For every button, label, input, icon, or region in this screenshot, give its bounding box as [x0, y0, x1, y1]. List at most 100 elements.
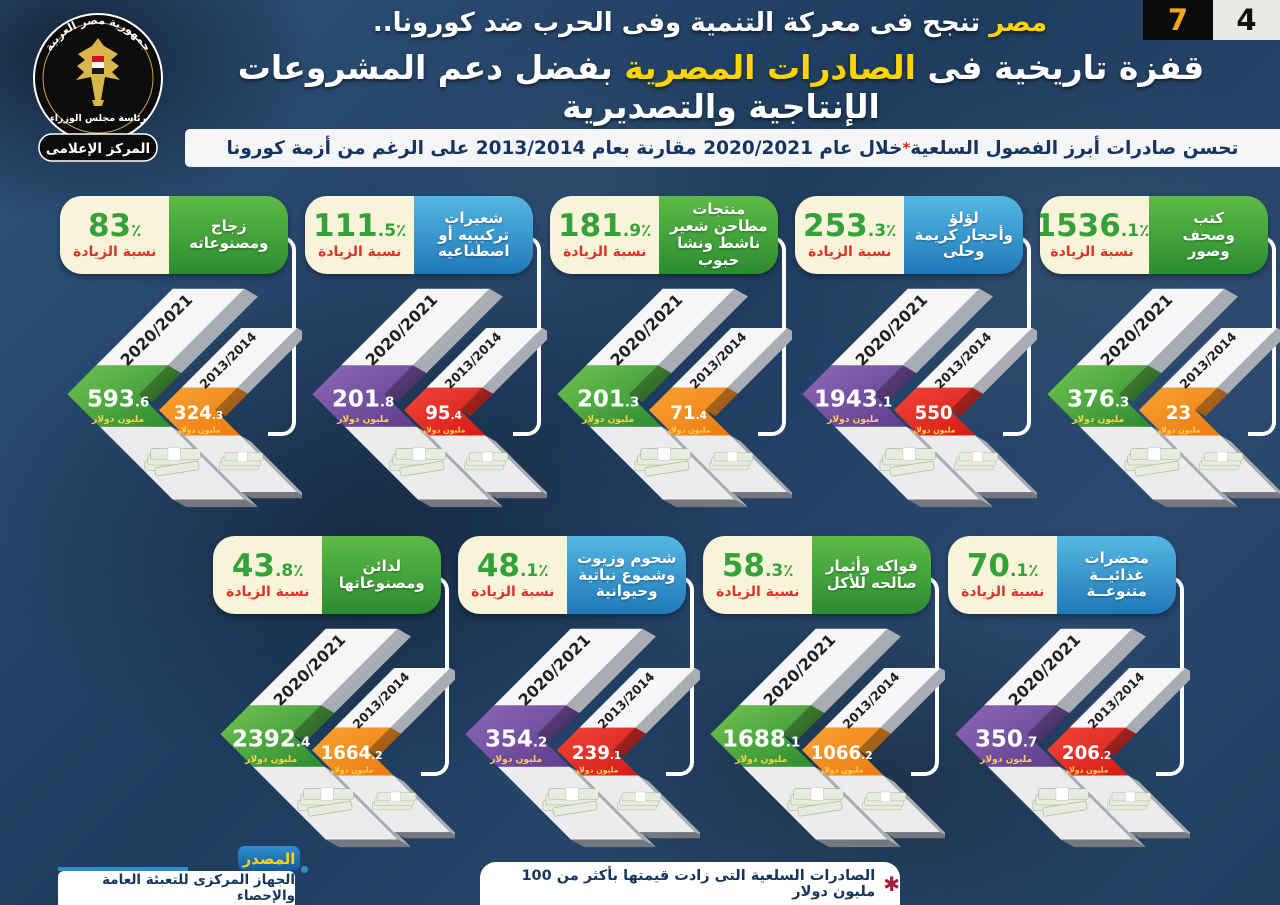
item-percent-value: 181.9٪ — [558, 207, 652, 244]
export-item: لؤلؤ وأحجار كريمة وحلى 253.3٪ نسبة الزيا… — [790, 196, 1037, 544]
value-year-new: 1688.1 — [722, 727, 800, 753]
unit-year-old: مليون دولار — [574, 765, 619, 774]
item-badge: لدائن ومصنوعاتها 43.8٪ نسبة الزيادة — [213, 536, 441, 614]
subtitle-bar: تحسن صادرات أبرز الفصول السلعية * خلال عا… — [185, 129, 1280, 167]
arrow-year-old — [312, 667, 455, 839]
value-year-old: 1664.2 — [321, 743, 383, 764]
headline-line1: مصر تنجح فى معركة التنمية وفى الحرب ضد ك… — [260, 8, 1160, 38]
value-year-new: 1943.1 — [814, 387, 892, 413]
arrow-year-new — [220, 628, 411, 848]
export-item: كتب وصحف وصور 1536.1٪ نسبة الزيادة — [1035, 196, 1280, 544]
value-year-new: 201.3 — [577, 387, 639, 413]
item-badge: فواكه وأثمار صالحه للأكل 58.3٪ نسبة الزي… — [703, 536, 931, 614]
value-year-new: 376.3 — [1067, 387, 1129, 413]
unit-year-old: مليون دولار — [666, 425, 711, 434]
item-percent-caption: نسبة الزيادة — [318, 243, 402, 260]
item-percent-panel: 48.1٪ نسبة الزيادة — [458, 536, 568, 614]
item-badge: شحوم وزيوت وشموع نباتية وحيوانية 48.1٪ ن… — [458, 536, 686, 614]
money-stack-icon — [372, 791, 417, 811]
item-arrow-chart: 2020/2021 2013/2014 376.3 مليون دولار 23… — [1047, 288, 1280, 508]
item-badge: زجاج ومصنوعاته 83٪ نسبة الزيادة — [60, 196, 288, 274]
item-arrow-chart: 2020/2021 2013/2014 201.8 مليون دولار 95… — [312, 288, 547, 508]
arrow-year-old — [649, 327, 792, 499]
logo-banner-text: المركز الإعلامى — [46, 141, 150, 157]
money-stack-icon — [389, 447, 446, 477]
item-badge: كتب وصحف وصور 1536.1٪ نسبة الزيادة — [1040, 196, 1268, 274]
item-percent-panel: 58.3٪ نسبة الزيادة — [703, 536, 813, 614]
value-year-new: 201.8 — [332, 387, 394, 413]
value-year-old: 206.2 — [1062, 743, 1111, 764]
page-number-left: 7 — [1143, 0, 1213, 40]
source-tab: المصدر — [238, 846, 300, 871]
export-item: محضرات غذائيــة متنوعــة 70.1٪ نسبة الزي… — [943, 536, 1190, 884]
export-item: شحوم وزيوت وشموع نباتية وحيوانية 48.1٪ ن… — [453, 536, 700, 884]
headline-line2-pre: قفزة تاريخية فى — [915, 48, 1205, 87]
item-arrow-chart: 2020/2021 2013/2014 593.6 مليون دولار 32… — [67, 288, 302, 508]
logo-bottom-text: رئاسة مجلس الوزراء — [50, 113, 146, 124]
item-arrow-chart: 2020/2021 2013/2014 354.2 مليون دولار 23… — [465, 628, 700, 848]
money-stack-icon — [709, 451, 754, 471]
value-year-old: 71.4 — [670, 403, 707, 424]
item-category-label: شحوم وزيوت وشموع نباتية وحيوانية — [567, 536, 686, 614]
item-percent-value: 48.1٪ — [476, 547, 549, 584]
page-number-right: 4 — [1213, 0, 1280, 40]
item-category-label: زجاج ومصنوعاته — [169, 196, 288, 274]
value-year-old: 1066.2 — [811, 743, 873, 764]
item-percent-caption: نسبة الزيادة — [808, 243, 892, 260]
item-arrow-chart: 2020/2021 2013/2014 201.3 مليون دولار 71… — [557, 288, 792, 508]
export-item: زجاج ومصنوعاته 83٪ نسبة الزيادة — [55, 196, 302, 544]
value-year-old: 95.4 — [425, 403, 462, 424]
export-item: فواكه وأثمار صالحه للأكل 58.3٪ نسبة الزي… — [698, 536, 945, 884]
arrow-year-old — [404, 327, 547, 499]
unit-year-new: مليون دولار — [1071, 415, 1124, 425]
item-percent-caption: نسبة الزيادة — [961, 583, 1045, 600]
arrow-year-new — [710, 628, 901, 848]
item-percent-value: 1536.1٪ — [1040, 207, 1150, 244]
item-category-label: لدائن ومصنوعاتها — [322, 536, 441, 614]
source-text: الجهاز المركزى للتعبئة العامة والإحصاء — [58, 871, 295, 905]
source-dot — [301, 866, 308, 873]
chart-row-top: كتب وصحف وصور 1536.1٪ نسبة الزيادة — [0, 196, 1280, 544]
unit-year-new: مليون دولار — [489, 755, 542, 765]
arrow-year-old — [1139, 327, 1280, 499]
unit-year-old: مليون دولار — [421, 425, 466, 434]
item-percent-panel: 70.1٪ نسبة الزيادة — [948, 536, 1058, 614]
unit-year-old: مليون دولار — [1064, 765, 1109, 774]
subtitle-asterisk: * — [902, 139, 911, 157]
export-item: لدائن ومصنوعاتها 43.8٪ نسبة الزيادة — [208, 536, 455, 884]
subtitle-post: خلال عام 2020/2021 مقارنة بعام 2013/2014… — [226, 137, 903, 159]
item-percent-value: 58.3٪ — [721, 547, 794, 584]
money-stack-icon — [862, 791, 907, 811]
arrow-year-new — [312, 288, 503, 508]
item-percent-caption: نسبة الزيادة — [563, 243, 647, 260]
arrow-year-old — [557, 667, 700, 839]
item-arrow-chart: 2020/2021 2013/2014 1943.1 مليون دولار 5… — [802, 288, 1037, 508]
unit-year-old: مليون دولار — [329, 765, 374, 774]
item-badge: شعيرات تركيبيه أو اصطناعيه 111.5٪ نسبة ا… — [305, 196, 533, 274]
unit-year-new: مليون دولار — [244, 755, 297, 765]
arrow-year-new — [802, 288, 993, 508]
item-category-label: شعيرات تركيبيه أو اصطناعيه — [414, 196, 533, 274]
item-arrow-chart: 2020/2021 2013/2014 2392.4 مليون دولار 1… — [220, 628, 455, 848]
unit-year-new: مليون دولار — [734, 755, 787, 765]
headline-line1-highlight: مصر — [989, 8, 1048, 38]
money-stack-icon — [879, 447, 936, 477]
unit-year-new: مليون دولار — [91, 415, 144, 425]
arrow-year-old — [802, 667, 945, 839]
footnote-star-icon: ✱ — [883, 871, 900, 896]
unit-year-new: مليون دولار — [979, 755, 1032, 765]
item-percent-panel: 253.3٪ نسبة الزيادة — [795, 196, 905, 274]
arrow-year-new — [955, 628, 1146, 848]
money-stack-icon — [1199, 451, 1244, 471]
item-arrow-chart: 2020/2021 2013/2014 350.7 مليون دولار 20… — [955, 628, 1190, 848]
arrow-year-new — [1047, 288, 1238, 508]
source-box-accent-line — [58, 867, 188, 871]
egypt-eagle-icon — [76, 38, 120, 106]
export-item: شعيرات تركيبيه أو اصطناعيه 111.5٪ نسبة ا… — [300, 196, 547, 544]
headline-line2-post: بفضل دعم المشروعات الإنتاجية والتصديرية — [237, 48, 881, 126]
unit-year-old: مليون دولار — [176, 425, 221, 434]
item-percent-value: 83٪ — [87, 207, 142, 244]
money-stack-icon — [464, 451, 509, 471]
arrow-year-new — [67, 288, 258, 508]
unit-year-old: مليون دولار — [911, 425, 956, 434]
